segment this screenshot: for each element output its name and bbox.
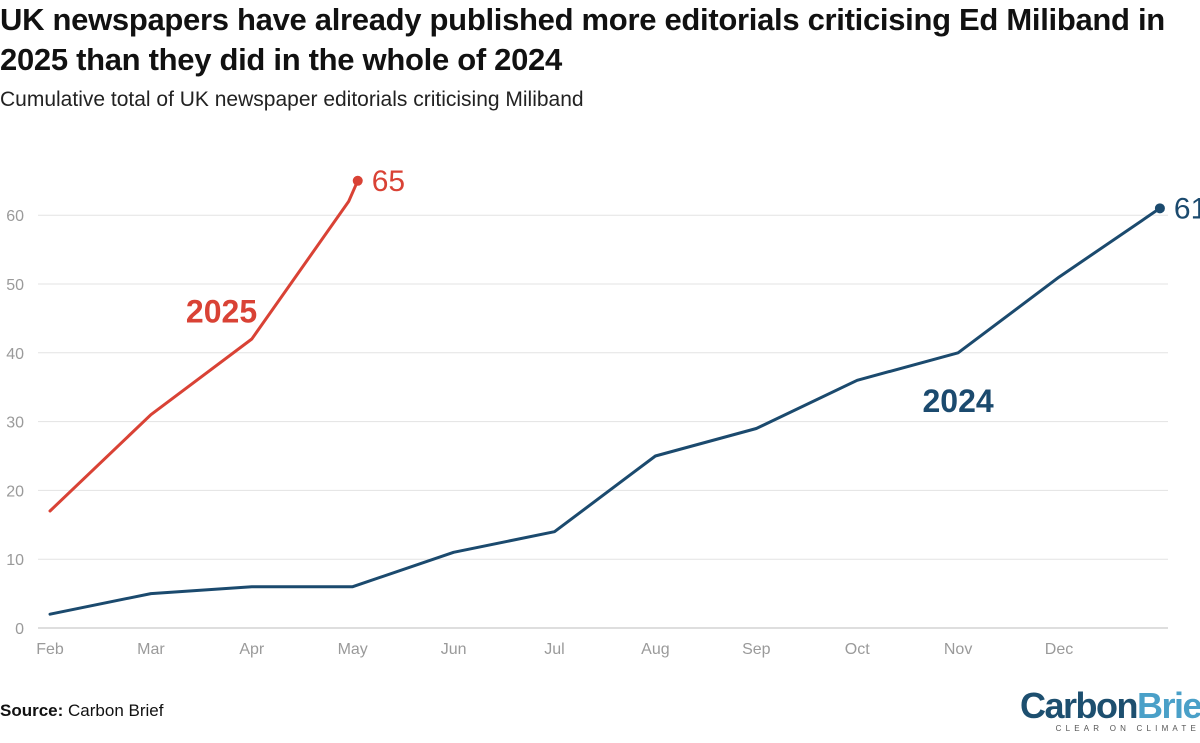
gridlines bbox=[38, 214, 1168, 629]
end-value-label-2025: 65 bbox=[372, 165, 405, 198]
source-value: Carbon Brief bbox=[68, 701, 164, 720]
x-tick-label-nov: Nov bbox=[944, 641, 972, 658]
x-tick-label-oct: Oct bbox=[845, 641, 870, 658]
y-axis-ticks: 0 10 20 30 40 50 60 bbox=[6, 208, 24, 638]
chart-subtitle: Cumulative total of UK newspaper editori… bbox=[0, 88, 584, 111]
x-tick-label-jul: Jul bbox=[544, 641, 564, 658]
x-tick-label-feb: Feb bbox=[36, 641, 64, 658]
y-tick-label-40: 40 bbox=[6, 346, 24, 363]
end-point-2024 bbox=[1154, 203, 1165, 214]
series-lines bbox=[48, 175, 1165, 616]
series-labels: 65 2025 61 2024 bbox=[186, 165, 1200, 419]
x-tick-label-aug: Aug bbox=[641, 641, 669, 658]
x-tick-label-apr: Apr bbox=[239, 641, 265, 658]
x-tick-label-may: May bbox=[338, 641, 368, 658]
x-tick-label-jun: Jun bbox=[441, 641, 467, 658]
logo-word-carbon: Carbon bbox=[1020, 685, 1139, 726]
x-tick-label-mar: Mar bbox=[137, 641, 165, 658]
source-label: Source: bbox=[0, 701, 64, 720]
chart-title: UK newspapers have already published mor… bbox=[0, 2, 1165, 77]
y-tick-label-0: 0 bbox=[15, 621, 24, 638]
logo-word-brief: Brief bbox=[1137, 685, 1200, 726]
y-tick-label-10: 10 bbox=[6, 552, 24, 569]
series-name-label-2025: 2025 bbox=[186, 294, 257, 330]
y-tick-label-30: 30 bbox=[6, 415, 24, 432]
end-point-2025 bbox=[352, 175, 363, 186]
series-line-2024 bbox=[48, 206, 1162, 616]
x-tick-label-sep: Sep bbox=[742, 641, 771, 658]
source-note: Source: Carbon Brief bbox=[0, 700, 163, 722]
end-value-label-2024: 61 bbox=[1174, 192, 1200, 225]
y-tick-label-50: 50 bbox=[6, 277, 24, 294]
series-line-2025 bbox=[48, 179, 360, 513]
logo-tagline: CLEAR ON CLIMATE bbox=[1055, 724, 1200, 733]
x-axis-ticks: Feb Mar Apr May Jun Jul Aug Sep Oct Nov Dec bbox=[36, 641, 1073, 658]
y-tick-label-20: 20 bbox=[6, 483, 24, 500]
series-name-label-2024: 2024 bbox=[923, 383, 994, 419]
x-tick-label-dec: Dec bbox=[1045, 641, 1073, 658]
y-tick-label-60: 60 bbox=[6, 208, 24, 225]
